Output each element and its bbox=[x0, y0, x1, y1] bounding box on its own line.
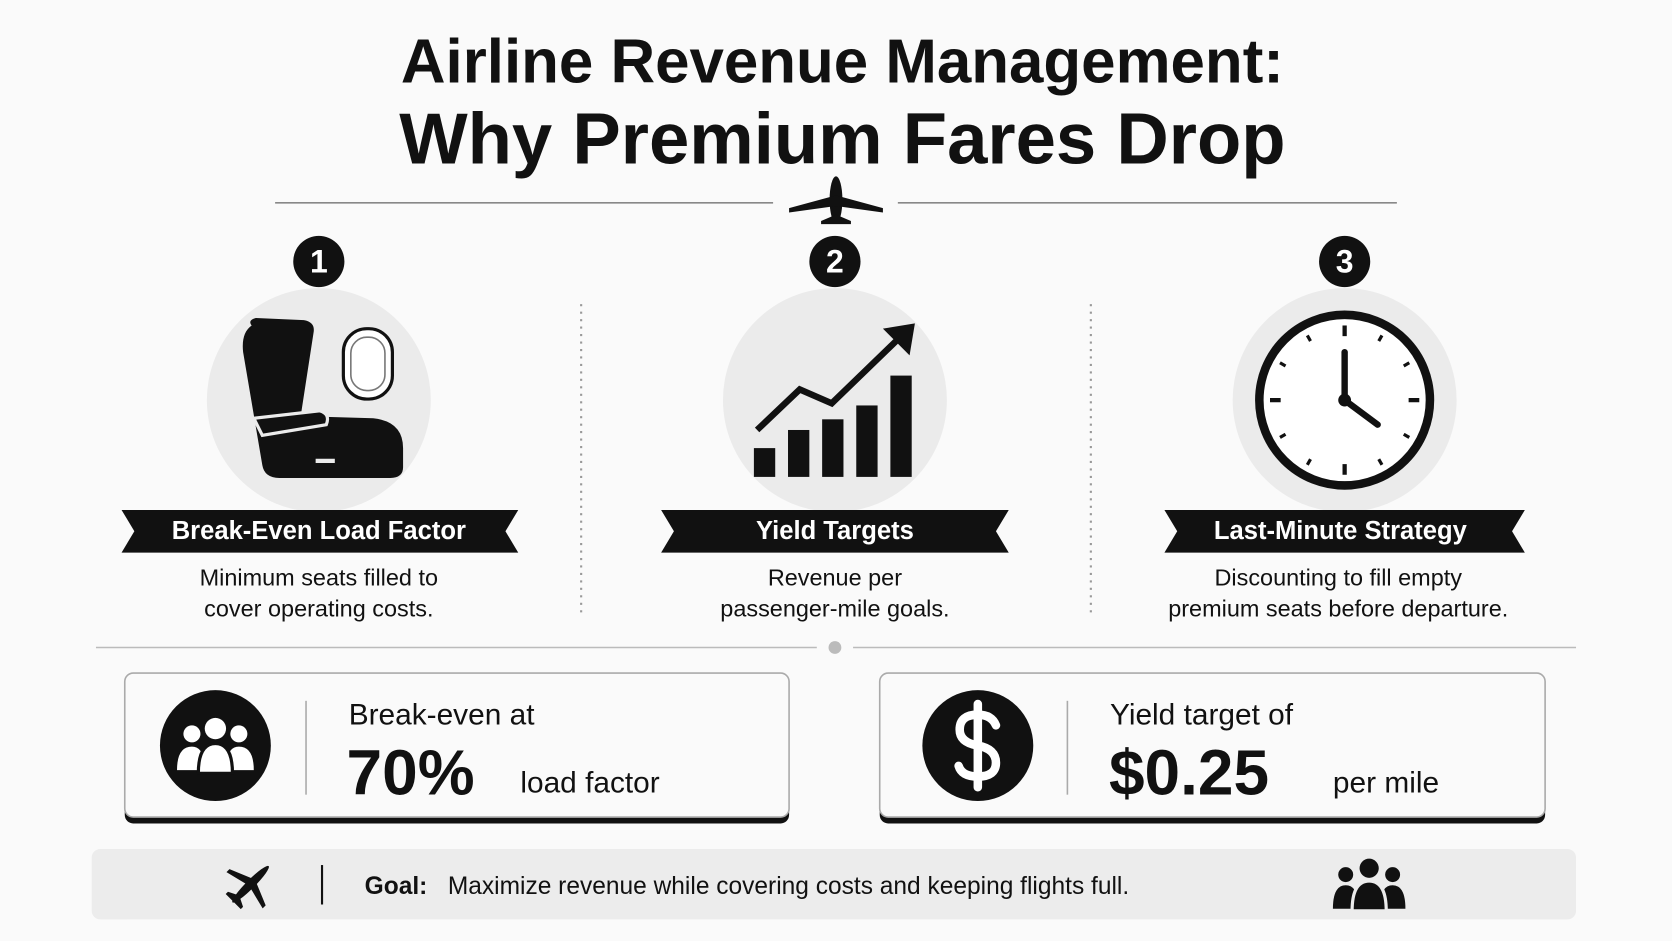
step-number: 2 bbox=[826, 244, 844, 280]
clock-tick bbox=[1305, 458, 1312, 466]
step-number: 3 bbox=[1336, 244, 1354, 280]
step-description: passenger-mile goals. bbox=[720, 595, 949, 621]
clock-tick bbox=[1377, 334, 1384, 342]
stat-card bbox=[878, 672, 1546, 818]
clock-tick bbox=[1402, 432, 1411, 439]
footer-label: Goal: bbox=[365, 873, 428, 900]
ribbon bbox=[661, 509, 1009, 553]
people-icon bbox=[177, 717, 254, 775]
step-number: 1 bbox=[310, 244, 328, 280]
stat-unit: load factor bbox=[520, 767, 659, 800]
step-label: Yield Targets bbox=[756, 517, 914, 545]
clock-tick bbox=[1305, 334, 1312, 342]
people-icon bbox=[1332, 858, 1406, 913]
footer-text: Maximize revenue while covering costs an… bbox=[448, 873, 1129, 900]
icon-circle bbox=[206, 288, 431, 513]
clock-tick bbox=[1377, 458, 1384, 466]
growth-chart-icon bbox=[753, 323, 915, 477]
ribbon bbox=[121, 509, 519, 553]
clock-tick bbox=[1279, 361, 1287, 368]
stat-lead: Break-even at bbox=[349, 698, 536, 731]
plane-icon bbox=[789, 176, 883, 225]
ribbon bbox=[1164, 509, 1525, 553]
divider-dot bbox=[828, 641, 842, 654]
step-description: Minimum seats filled to bbox=[200, 564, 438, 590]
footer-bar bbox=[91, 849, 1577, 920]
step-badge bbox=[1319, 235, 1371, 288]
seat-icon bbox=[242, 318, 404, 478]
stat-unit: per mile bbox=[1333, 767, 1439, 800]
stat-value: 70% bbox=[347, 737, 475, 809]
clock-tick bbox=[1402, 361, 1411, 368]
step-description: Revenue per bbox=[768, 564, 902, 590]
stat-lead: Yield target of bbox=[1110, 698, 1294, 731]
dollar-icon bbox=[954, 699, 1001, 792]
step-description: cover operating costs. bbox=[204, 595, 433, 621]
stat-value: $0.25 bbox=[1109, 737, 1269, 809]
step-badge bbox=[809, 235, 861, 288]
step-description: premium seats before departure. bbox=[1168, 595, 1508, 621]
clock-tick bbox=[1279, 432, 1287, 439]
title-line: Airline Revenue Management: bbox=[401, 27, 1284, 96]
step-label: Last-Minute Strategy bbox=[1214, 517, 1468, 545]
title-line: Why Premium Fares Drop bbox=[399, 98, 1285, 179]
step-label: Break-Even Load Factor bbox=[172, 517, 466, 545]
step-badge bbox=[293, 235, 345, 288]
step-description: Discounting to fill empty bbox=[1214, 564, 1462, 590]
stat-card bbox=[123, 672, 790, 818]
clock-icon bbox=[1255, 310, 1435, 490]
plane-icon bbox=[225, 865, 269, 910]
